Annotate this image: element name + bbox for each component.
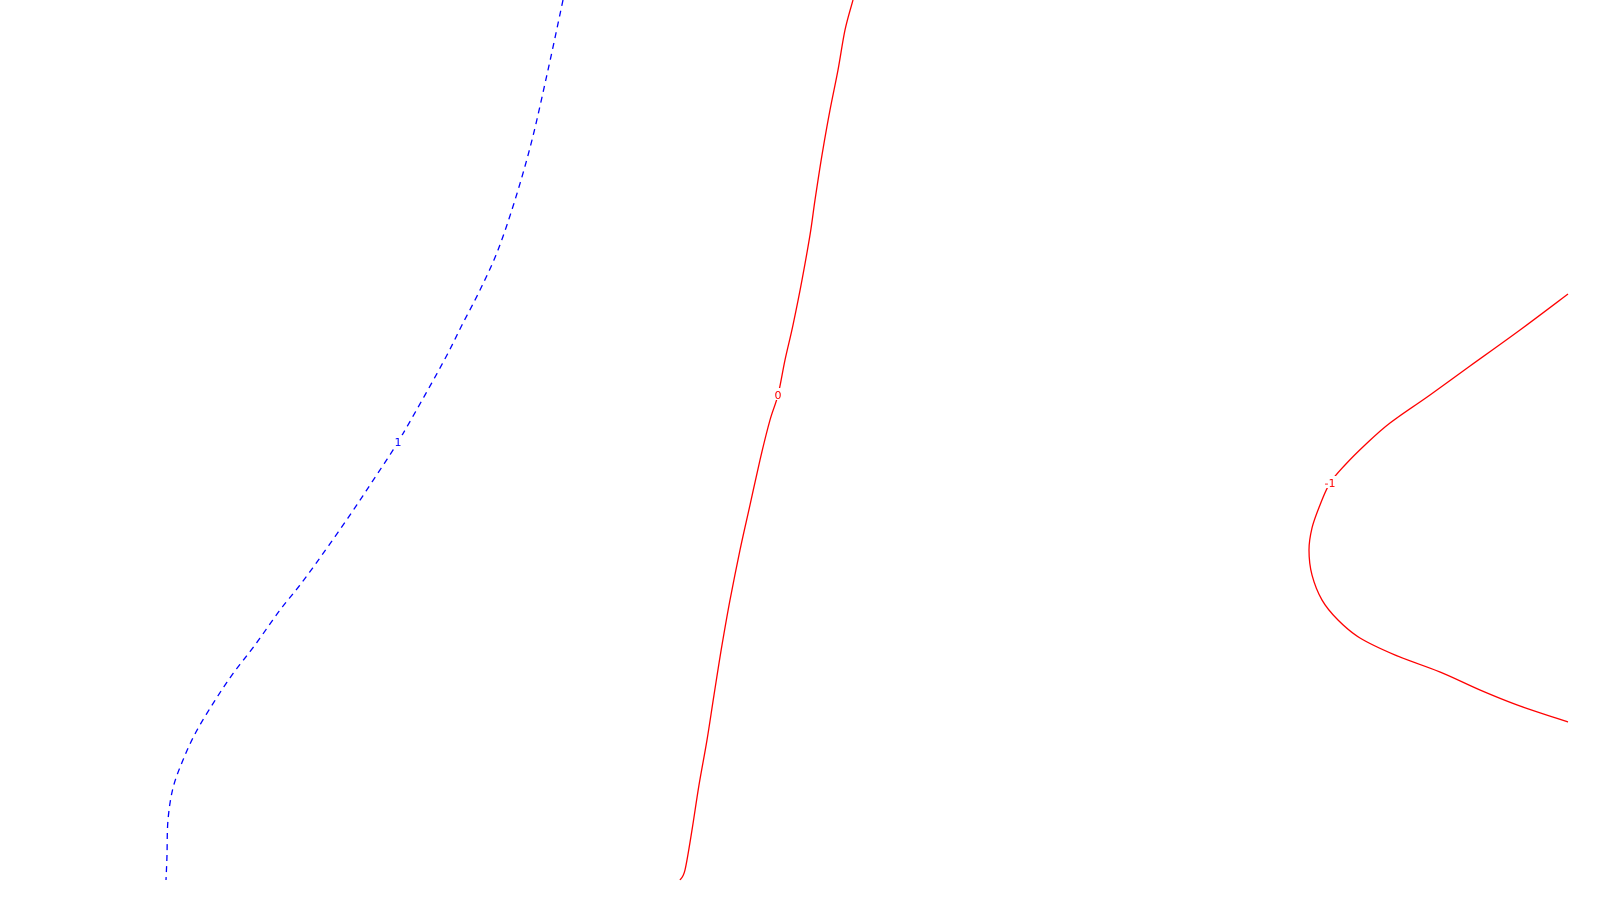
contour-line-level--1 bbox=[1308, 293, 1569, 723]
contour-label-background bbox=[393, 435, 403, 447]
contour-label-1: 1 bbox=[395, 436, 402, 449]
contour-line-level-0 bbox=[679, 0, 854, 881]
contour-label--1: -1 bbox=[1325, 477, 1336, 490]
contour-label-background bbox=[773, 388, 783, 400]
contour-label-0: 0 bbox=[775, 389, 782, 402]
contour-label-background bbox=[1322, 476, 1338, 488]
contour-line-level-1 bbox=[165, 0, 564, 881]
